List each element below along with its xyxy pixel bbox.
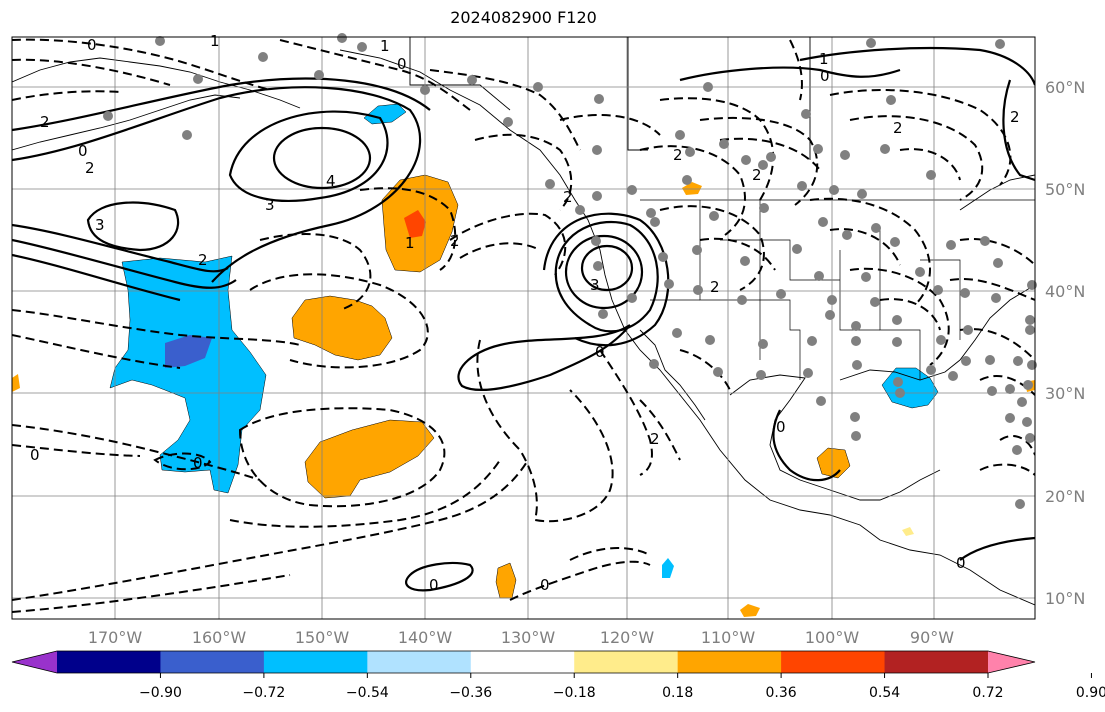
lon-label: 150°W: [295, 628, 350, 647]
contour-label: 2: [893, 119, 903, 137]
colorbar-tick-label: 0.72: [972, 685, 1003, 701]
colorbar-segment: [57, 651, 161, 673]
colorbar-tick-label: −0.54: [346, 685, 389, 701]
contour-label: 2: [40, 113, 50, 131]
lat-label: 60°N: [1045, 78, 1085, 97]
negative-anomaly-region: [109, 255, 267, 494]
colorbar-segment: [160, 651, 265, 673]
contour-label: 0: [820, 67, 830, 85]
colorbar-tick-label: 0.18: [662, 685, 693, 701]
contour-label: 1: [210, 32, 220, 50]
colorbar-segment: [781, 651, 886, 673]
station-dots: [103, 33, 1037, 509]
contour-label: 2: [85, 159, 95, 177]
lon-label: 160°W: [192, 628, 247, 647]
state-borders: [640, 199, 1035, 380]
colorbar-segment: [884, 651, 989, 673]
contour-label: 0: [540, 576, 550, 594]
positive-anomaly-region: [682, 182, 702, 195]
lat-label: 30°N: [1045, 384, 1085, 403]
contour-label: 1: [380, 37, 390, 55]
lat-label: 10°N: [1045, 589, 1085, 608]
longitude-labels: 170°W 160°W 150°W 140°W 130°W 120°W 110°…: [88, 628, 954, 647]
contour-label: 0: [193, 454, 203, 472]
contour-label: 0: [776, 418, 786, 436]
contour-label: 3: [265, 196, 275, 214]
contour-label: 3: [590, 276, 600, 294]
lat-label: 50°N: [1045, 180, 1085, 199]
plot-frame: [11, 36, 1036, 620]
colorbar-tick-label: −0.72: [242, 685, 285, 701]
positive-anomaly-region: [816, 447, 851, 479]
lat-label: 40°N: [1045, 282, 1085, 301]
contour-label: 0: [397, 55, 407, 73]
colorbar: −0.90 −0.72 −0.54 −0.36 −0.18 0.18 0.36 0.54 0.7…: [11, 650, 1105, 701]
contour-label: 2: [673, 146, 683, 164]
positive-anomaly-region: [12, 374, 20, 392]
colorbar-extend-high: [988, 651, 1035, 673]
contour-label: 2: [650, 430, 660, 448]
graticule: [12, 37, 1035, 619]
colorbar-tick-label: −0.18: [553, 685, 596, 701]
colorbar-tick-label: 0.54: [869, 685, 900, 701]
strong-positive-region: [404, 210, 426, 238]
negative-anomaly-region: [363, 103, 407, 125]
contour-label: 0: [956, 554, 966, 572]
latitude-labels: 60°N 50°N 40°N 30°N 20°N 10°N: [1045, 78, 1085, 608]
colorbar-segment: [574, 651, 679, 673]
contour-label: 0: [87, 36, 97, 54]
negative-contours: [12, 38, 1035, 613]
strong-negative-region: [165, 335, 212, 368]
colorbar-extend-low: [12, 651, 57, 673]
shaded-regions: [12, 103, 1035, 617]
colorbar-segment: [470, 651, 575, 673]
lon-label: 130°W: [501, 628, 556, 647]
lon-label: 110°W: [701, 628, 756, 647]
lon-label: 120°W: [600, 628, 655, 647]
contour-label: 0: [78, 142, 88, 160]
colorbar-outline: [11, 650, 1036, 674]
positive-anomaly-region: [304, 419, 435, 499]
colorbar-tick-label: −0.90: [139, 685, 182, 701]
contour-labels: 0 1 0 1 0 2 0 2 2 3 4 3 2 1 0 2 1 2 3 2 …: [30, 32, 1020, 594]
negative-anomaly-region: [662, 558, 674, 578]
colorbar-tick-label: 0.36: [766, 685, 797, 701]
map-title: 2024082900 F120: [450, 8, 597, 27]
contour-label: 0: [429, 576, 439, 594]
contour-label: 2: [450, 232, 460, 250]
contour-label: 2: [198, 251, 208, 269]
colorbar-segment: [367, 651, 472, 673]
contour-label: 1: [819, 50, 829, 68]
contour-label: 0: [30, 446, 40, 464]
colorbar-tick-label: 0.90: [1076, 685, 1105, 701]
contour-label: 0: [595, 343, 605, 361]
contour-label: 1: [405, 234, 415, 252]
positive-anomaly-region: [740, 604, 760, 617]
contour-label: 3: [95, 216, 105, 234]
contour-label: 2: [710, 278, 720, 296]
lon-label: 100°W: [805, 628, 860, 647]
contour-label: 4: [326, 172, 336, 190]
contour-label: 2: [1010, 108, 1020, 126]
colorbar-tick-label: −0.36: [449, 685, 492, 701]
lon-label: 140°W: [398, 628, 453, 647]
lon-label: 170°W: [88, 628, 143, 647]
positive-anomaly-region: [902, 527, 914, 536]
positive-anomaly-region: [291, 295, 393, 361]
lon-label: 90°W: [910, 628, 954, 647]
colorbar-segment: [263, 651, 368, 673]
colorbar-segment: [677, 651, 782, 673]
lat-label: 20°N: [1045, 487, 1085, 506]
contour-label: 2: [563, 188, 573, 206]
contour-label: 2: [752, 166, 762, 184]
